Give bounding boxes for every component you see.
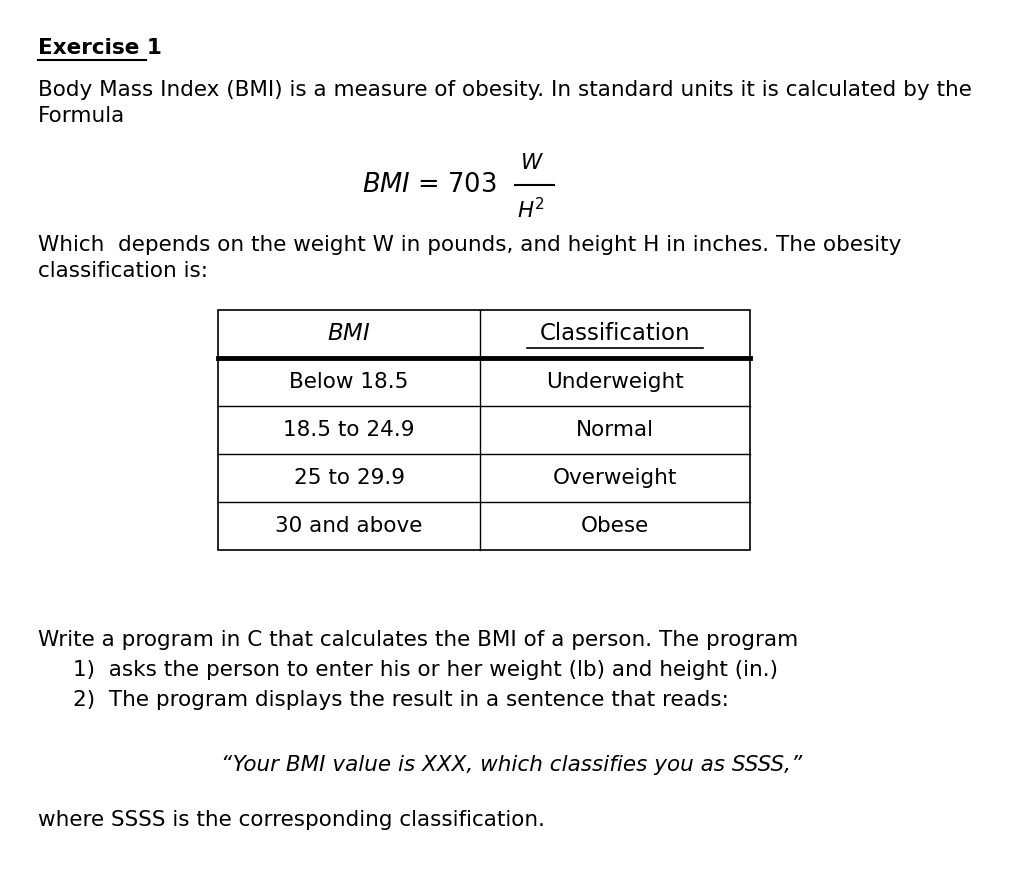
Text: “Your BMI value is XXX, which classifies you as SSSS,”: “Your BMI value is XXX, which classifies… bbox=[221, 755, 803, 775]
Text: where SSSS is the corresponding classification.: where SSSS is the corresponding classifi… bbox=[38, 810, 545, 830]
Text: Classification: Classification bbox=[540, 322, 690, 346]
Text: 2)  The program displays the result in a sentence that reads:: 2) The program displays the result in a … bbox=[73, 690, 729, 710]
Text: Below 18.5: Below 18.5 bbox=[290, 372, 409, 392]
Text: Exercise 1: Exercise 1 bbox=[38, 38, 162, 58]
Text: Obese: Obese bbox=[581, 516, 649, 536]
Text: Overweight: Overweight bbox=[553, 468, 677, 488]
Text: $\mathit{H}^2$: $\mathit{H}^2$ bbox=[517, 197, 545, 223]
Bar bbox=[218, 310, 750, 550]
Text: $\mathit{W}$: $\mathit{W}$ bbox=[520, 153, 544, 173]
Text: 18.5 to 24.9: 18.5 to 24.9 bbox=[284, 420, 415, 440]
Text: Which  depends on the weight W in pounds, and height H in inches. The obesity: Which depends on the weight W in pounds,… bbox=[38, 235, 901, 255]
Text: Write a program in C that calculates the BMI of a person. The program: Write a program in C that calculates the… bbox=[38, 630, 799, 650]
Text: Formula: Formula bbox=[38, 106, 125, 126]
Text: classification is:: classification is: bbox=[38, 261, 208, 281]
Text: 1)  asks the person to enter his or her weight (lb) and height (in.): 1) asks the person to enter his or her w… bbox=[73, 660, 778, 680]
Text: $\mathit{BMI}$ = 703: $\mathit{BMI}$ = 703 bbox=[362, 172, 497, 198]
Text: 25 to 29.9: 25 to 29.9 bbox=[294, 468, 404, 488]
Text: Body Mass Index (BMI) is a measure of obesity. In standard units it is calculate: Body Mass Index (BMI) is a measure of ob… bbox=[38, 80, 972, 100]
Text: Normal: Normal bbox=[575, 420, 654, 440]
Text: $\mathit{BMI}$: $\mathit{BMI}$ bbox=[328, 322, 371, 346]
Text: 30 and above: 30 and above bbox=[275, 516, 423, 536]
Text: Underweight: Underweight bbox=[546, 372, 684, 392]
